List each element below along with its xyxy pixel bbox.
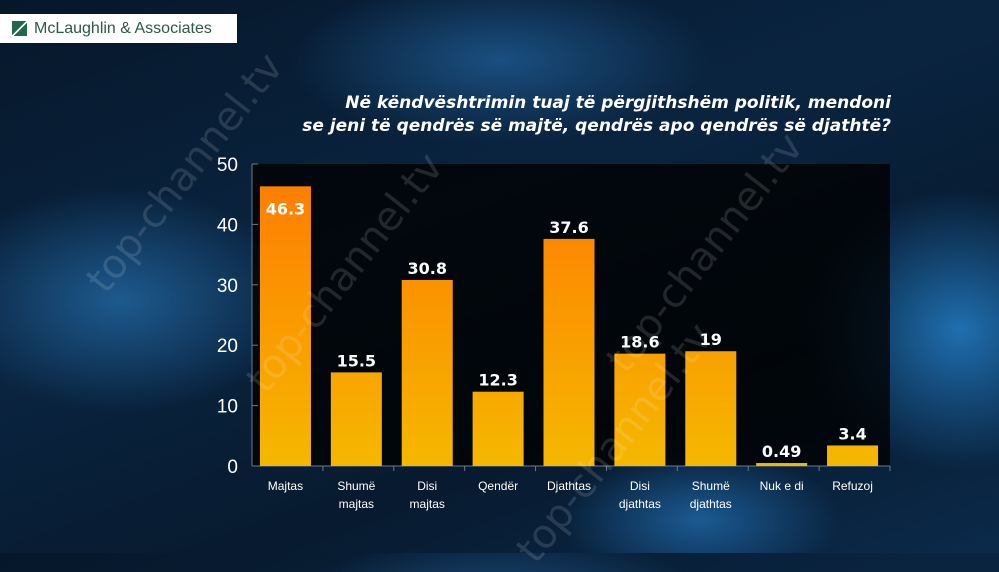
data-label: 30.8	[407, 259, 446, 278]
bar	[543, 238, 595, 466]
bar-chart: 0 10 20 30 40 50 46.3 Majtas 15.5 Shumë majtas 30.8…	[217, 155, 891, 511]
data-label: 19	[700, 330, 722, 349]
chart-title-line-1: Në këndvështrimin tuaj të përgjithshëm p…	[345, 93, 891, 113]
bar	[330, 372, 382, 466]
x-tick-label: Nuk e di	[760, 479, 804, 493]
chart-title-line-2: se jeni të qendrës së majtë, qendrës apo…	[302, 116, 891, 136]
y-tick-label: 10	[217, 397, 238, 418]
logo-mark-icon	[12, 21, 27, 36]
x-tick-label: Disi	[417, 479, 437, 493]
data-label: 15.5	[337, 351, 376, 370]
y-tick-label: 50	[217, 155, 238, 176]
x-tick-label: majtas	[410, 497, 445, 511]
x-tick-label: Majtas	[268, 479, 303, 493]
x-tick-label: Shumë	[692, 479, 730, 493]
data-label: 0.49	[762, 442, 801, 461]
x-tick-label: djathtas	[690, 497, 732, 511]
data-label: 3.4	[838, 424, 866, 443]
x-tick-label: Refuzoj	[832, 479, 873, 493]
x-tick-label: Disi	[630, 479, 650, 493]
data-label: 46.3	[266, 199, 305, 218]
x-tick-label: Djathtas	[547, 479, 591, 493]
data-label: 12.3	[478, 371, 517, 390]
x-tick-label: Shumë	[337, 479, 375, 493]
y-tick-label: 20	[217, 336, 238, 357]
bar	[401, 279, 453, 466]
data-label: 37.6	[549, 218, 588, 237]
logo-text: McLaughlin & Associates	[34, 19, 212, 37]
bar	[827, 445, 879, 466]
y-tick-label: 0	[227, 457, 238, 478]
y-tick-label: 30	[217, 276, 238, 297]
x-tick-label: majtas	[339, 497, 374, 511]
x-tick-label: djathtas	[619, 497, 661, 511]
chart-title: Në këndvështrimin tuaj të përgjithshëm p…	[302, 92, 891, 138]
mclaughlin-logo: McLaughlin & Associates	[0, 14, 237, 43]
y-tick-label: 40	[217, 215, 238, 236]
bar	[685, 351, 737, 466]
data-label: 18.6	[620, 333, 659, 352]
x-tick-label: Qendër	[478, 479, 518, 493]
bar	[614, 353, 666, 466]
bar	[259, 186, 311, 466]
bar	[472, 391, 524, 466]
bar	[756, 463, 808, 466]
